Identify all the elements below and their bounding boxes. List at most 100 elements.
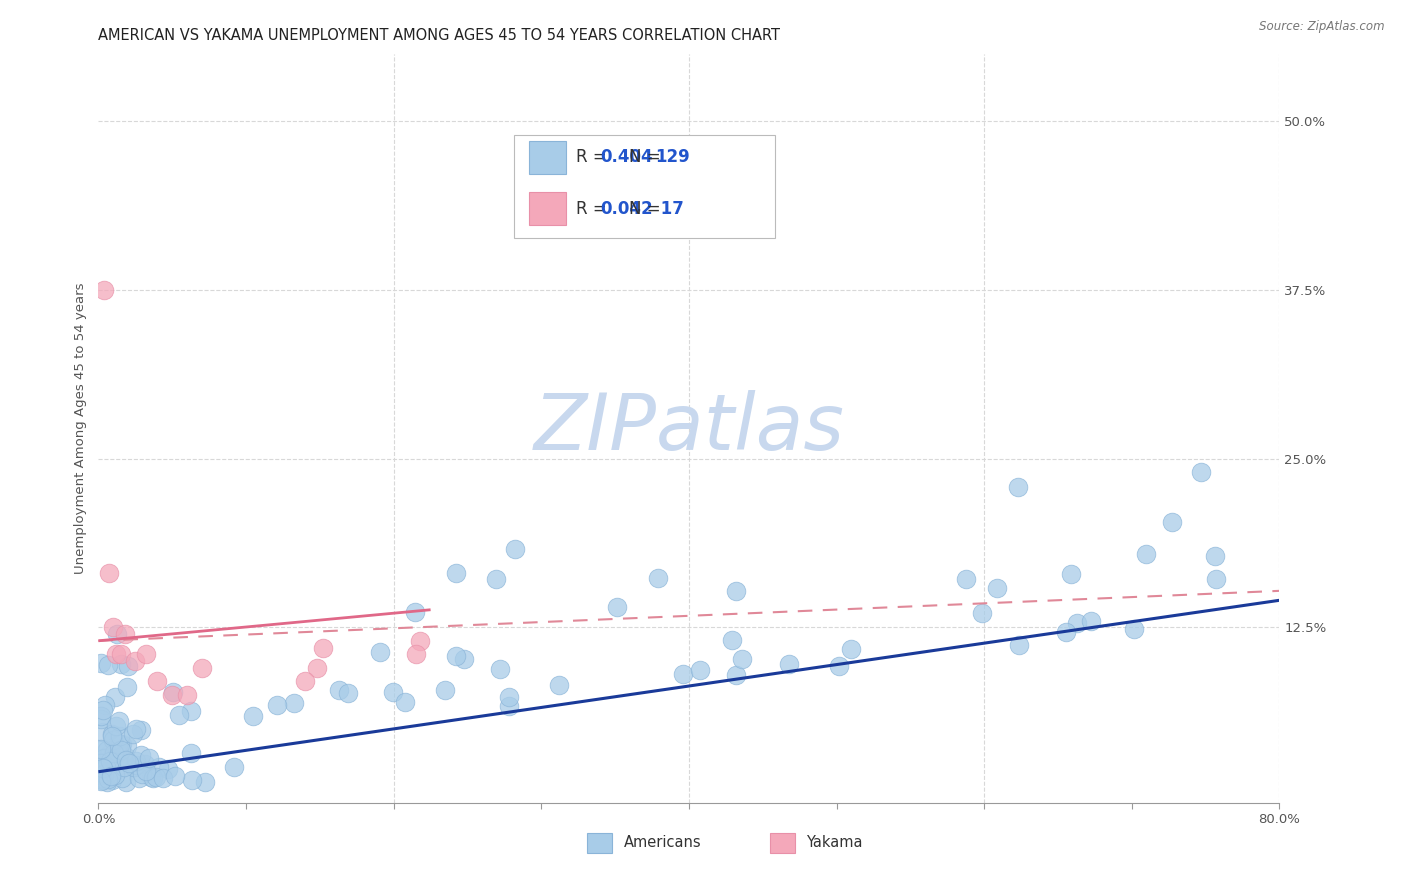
Point <box>1056 625 1078 640</box>
Point <box>94 698 117 712</box>
Point <box>689 663 711 677</box>
Point <box>115 775 138 789</box>
Point <box>146 674 169 689</box>
Text: 17: 17 <box>655 200 683 218</box>
Point <box>112 760 135 774</box>
Point <box>103 620 125 634</box>
Point <box>104 690 127 705</box>
Point <box>498 690 520 704</box>
Point <box>93 703 115 717</box>
Point <box>165 769 187 783</box>
Point <box>181 772 204 787</box>
Text: ZIPatlas: ZIPatlas <box>533 390 845 467</box>
Point <box>97 566 120 581</box>
Point <box>98 768 121 782</box>
Point <box>305 661 328 675</box>
Point <box>1060 567 1083 582</box>
Point <box>90 772 112 786</box>
Point <box>194 775 217 789</box>
Point <box>138 751 160 765</box>
Point <box>90 774 112 789</box>
Point <box>394 695 416 709</box>
Point <box>283 696 305 710</box>
Point <box>434 682 457 697</box>
Point <box>114 627 136 641</box>
Point <box>731 652 754 666</box>
Point <box>1080 615 1102 629</box>
Point <box>337 686 360 700</box>
Point <box>124 760 146 774</box>
Point <box>110 737 132 751</box>
Point <box>222 759 245 773</box>
Point <box>724 668 747 682</box>
Point <box>162 688 183 702</box>
Point <box>90 751 112 765</box>
Point <box>101 772 124 787</box>
Text: R =: R = <box>576 148 612 166</box>
Point <box>488 662 510 676</box>
Point <box>446 649 468 664</box>
Text: 129: 129 <box>655 148 689 166</box>
Point <box>91 773 114 788</box>
Point <box>96 743 118 757</box>
Point <box>1160 515 1182 529</box>
Point <box>104 719 127 733</box>
Point <box>90 742 112 756</box>
Point <box>107 627 129 641</box>
Point <box>409 633 432 648</box>
Point <box>125 755 148 769</box>
Point <box>98 747 121 761</box>
Point <box>505 541 527 556</box>
Point <box>1204 549 1226 563</box>
Text: Source: ZipAtlas.com: Source: ZipAtlas.com <box>1260 20 1385 33</box>
Point <box>176 688 198 702</box>
Text: N =: N = <box>628 200 665 218</box>
Point <box>91 752 114 766</box>
Point <box>93 751 115 765</box>
Point <box>242 709 264 723</box>
Point <box>294 674 316 689</box>
Point <box>93 766 115 780</box>
Point <box>90 743 112 757</box>
Point <box>108 730 131 744</box>
Point <box>129 748 152 763</box>
Point <box>107 737 129 751</box>
Point <box>152 771 174 785</box>
Point <box>90 656 112 670</box>
Point <box>955 572 977 586</box>
Point <box>101 730 124 744</box>
Point <box>721 632 744 647</box>
Point <box>970 606 993 620</box>
Point <box>1007 480 1029 494</box>
Point <box>328 682 350 697</box>
Point <box>1008 638 1031 652</box>
Point <box>453 652 475 666</box>
Point <box>94 744 117 758</box>
Point <box>97 772 120 786</box>
Point <box>114 748 136 763</box>
Point <box>98 754 121 768</box>
Point <box>1205 572 1227 586</box>
Point <box>96 760 118 774</box>
Point <box>368 645 391 659</box>
Point <box>110 742 132 756</box>
Point <box>117 658 139 673</box>
Point <box>498 698 520 713</box>
Point <box>90 711 112 725</box>
Point <box>90 771 112 785</box>
Point <box>100 769 122 783</box>
Point <box>110 771 132 785</box>
Point <box>444 566 467 580</box>
Point <box>110 648 132 662</box>
Point <box>114 753 136 767</box>
Point <box>135 764 157 778</box>
Point <box>125 758 148 772</box>
Point <box>312 640 335 655</box>
Point <box>266 698 288 712</box>
Point <box>91 725 114 739</box>
Point <box>1189 465 1212 479</box>
Point <box>103 746 125 760</box>
Point <box>1123 623 1146 637</box>
Point <box>90 709 112 723</box>
Text: N =: N = <box>628 148 665 166</box>
